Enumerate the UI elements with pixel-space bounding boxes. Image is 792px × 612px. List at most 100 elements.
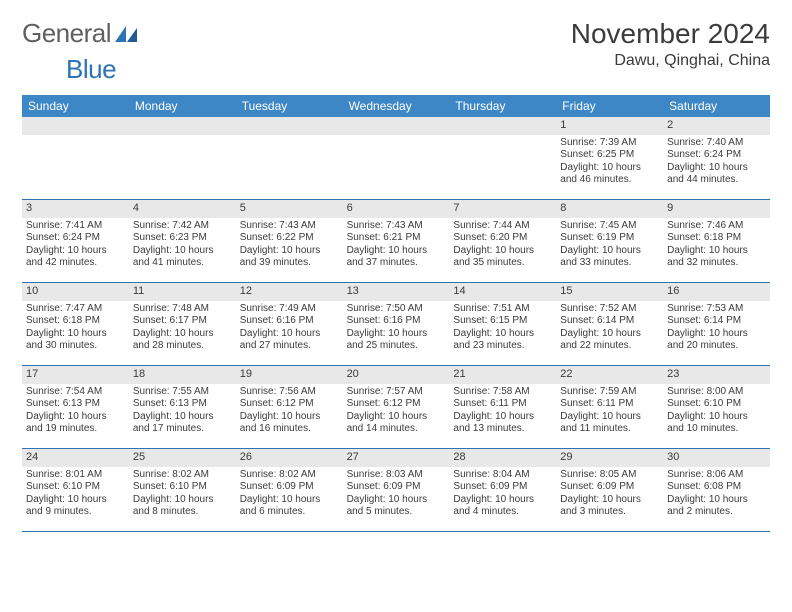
- day-number: 2: [663, 117, 770, 135]
- sunrise-text: Sunrise: 8:04 AM: [453, 469, 552, 482]
- sunrise-text: Sunrise: 7:42 AM: [133, 220, 232, 233]
- day-body: Sunrise: 7:43 AMSunset: 6:22 PMDaylight:…: [236, 218, 343, 274]
- day-number: 8: [556, 200, 663, 218]
- day-number: 21: [449, 366, 556, 384]
- day-body: Sunrise: 7:41 AMSunset: 6:24 PMDaylight:…: [22, 218, 129, 274]
- day-number: 4: [129, 200, 236, 218]
- daylight-text: Daylight: 10 hours and 46 minutes.: [560, 162, 659, 187]
- sunset-text: Sunset: 6:12 PM: [240, 398, 339, 411]
- day-body: Sunrise: 8:01 AMSunset: 6:10 PMDaylight:…: [22, 467, 129, 523]
- weekday-thu: Thursday: [449, 95, 556, 117]
- daylight-text: Daylight: 10 hours and 28 minutes.: [133, 328, 232, 353]
- day-number: 27: [343, 449, 450, 467]
- day-number: 3: [22, 200, 129, 218]
- sunrise-text: Sunrise: 7:43 AM: [240, 220, 339, 233]
- weekday-sat: Saturday: [663, 95, 770, 117]
- day-number: 1: [556, 117, 663, 135]
- daylight-text: Daylight: 10 hours and 42 minutes.: [26, 245, 125, 270]
- day-body: Sunrise: 8:03 AMSunset: 6:09 PMDaylight:…: [343, 467, 450, 523]
- day-number: 30: [663, 449, 770, 467]
- weekday-wed: Wednesday: [343, 95, 450, 117]
- sunset-text: Sunset: 6:14 PM: [667, 315, 766, 328]
- daylight-text: Daylight: 10 hours and 37 minutes.: [347, 245, 446, 270]
- day-body: Sunrise: 8:02 AMSunset: 6:09 PMDaylight:…: [236, 467, 343, 523]
- day-number: 25: [129, 449, 236, 467]
- day-number: 26: [236, 449, 343, 467]
- sunset-text: Sunset: 6:15 PM: [453, 315, 552, 328]
- day-cell: [343, 117, 450, 199]
- sunrise-text: Sunrise: 7:53 AM: [667, 303, 766, 316]
- day-body: Sunrise: 7:59 AMSunset: 6:11 PMDaylight:…: [556, 384, 663, 440]
- day-cell: 14Sunrise: 7:51 AMSunset: 6:15 PMDayligh…: [449, 283, 556, 365]
- day-cell: 24Sunrise: 8:01 AMSunset: 6:10 PMDayligh…: [22, 449, 129, 531]
- sunrise-text: Sunrise: 7:59 AM: [560, 386, 659, 399]
- sunrise-text: Sunrise: 8:05 AM: [560, 469, 659, 482]
- sunrise-text: Sunrise: 7:48 AM: [133, 303, 232, 316]
- sunset-text: Sunset: 6:18 PM: [667, 232, 766, 245]
- daylight-text: Daylight: 10 hours and 9 minutes.: [26, 494, 125, 519]
- week-row: 24Sunrise: 8:01 AMSunset: 6:10 PMDayligh…: [22, 449, 770, 532]
- sunrise-text: Sunrise: 7:49 AM: [240, 303, 339, 316]
- sunset-text: Sunset: 6:08 PM: [667, 481, 766, 494]
- sunrise-text: Sunrise: 7:46 AM: [667, 220, 766, 233]
- daylight-text: Daylight: 10 hours and 23 minutes.: [453, 328, 552, 353]
- daylight-text: Daylight: 10 hours and 44 minutes.: [667, 162, 766, 187]
- day-body: Sunrise: 8:00 AMSunset: 6:10 PMDaylight:…: [663, 384, 770, 440]
- day-cell: 18Sunrise: 7:55 AMSunset: 6:13 PMDayligh…: [129, 366, 236, 448]
- day-body: Sunrise: 8:05 AMSunset: 6:09 PMDaylight:…: [556, 467, 663, 523]
- week-row: 1Sunrise: 7:39 AMSunset: 6:25 PMDaylight…: [22, 117, 770, 200]
- weekday-sun: Sunday: [22, 95, 129, 117]
- daylight-text: Daylight: 10 hours and 8 minutes.: [133, 494, 232, 519]
- day-cell: 30Sunrise: 8:06 AMSunset: 6:08 PMDayligh…: [663, 449, 770, 531]
- day-number: 20: [343, 366, 450, 384]
- day-cell: 1Sunrise: 7:39 AMSunset: 6:25 PMDaylight…: [556, 117, 663, 199]
- day-cell: 7Sunrise: 7:44 AMSunset: 6:20 PMDaylight…: [449, 200, 556, 282]
- sunset-text: Sunset: 6:18 PM: [26, 315, 125, 328]
- day-number: [22, 117, 129, 135]
- day-cell: 2Sunrise: 7:40 AMSunset: 6:24 PMDaylight…: [663, 117, 770, 199]
- day-cell: 6Sunrise: 7:43 AMSunset: 6:21 PMDaylight…: [343, 200, 450, 282]
- sunrise-text: Sunrise: 7:51 AM: [453, 303, 552, 316]
- week-row: 3Sunrise: 7:41 AMSunset: 6:24 PMDaylight…: [22, 200, 770, 283]
- daylight-text: Daylight: 10 hours and 25 minutes.: [347, 328, 446, 353]
- sunrise-text: Sunrise: 7:54 AM: [26, 386, 125, 399]
- sunset-text: Sunset: 6:10 PM: [667, 398, 766, 411]
- daylight-text: Daylight: 10 hours and 33 minutes.: [560, 245, 659, 270]
- day-cell: 23Sunrise: 8:00 AMSunset: 6:10 PMDayligh…: [663, 366, 770, 448]
- day-cell: 15Sunrise: 7:52 AMSunset: 6:14 PMDayligh…: [556, 283, 663, 365]
- day-cell: 20Sunrise: 7:57 AMSunset: 6:12 PMDayligh…: [343, 366, 450, 448]
- sunset-text: Sunset: 6:16 PM: [240, 315, 339, 328]
- day-cell: 25Sunrise: 8:02 AMSunset: 6:10 PMDayligh…: [129, 449, 236, 531]
- daylight-text: Daylight: 10 hours and 35 minutes.: [453, 245, 552, 270]
- day-body: Sunrise: 7:55 AMSunset: 6:13 PMDaylight:…: [129, 384, 236, 440]
- day-number: 28: [449, 449, 556, 467]
- logo-text-a: General: [22, 18, 111, 49]
- day-cell: 21Sunrise: 7:58 AMSunset: 6:11 PMDayligh…: [449, 366, 556, 448]
- sunrise-text: Sunrise: 8:02 AM: [133, 469, 232, 482]
- day-body: Sunrise: 8:06 AMSunset: 6:08 PMDaylight:…: [663, 467, 770, 523]
- day-cell: 28Sunrise: 8:04 AMSunset: 6:09 PMDayligh…: [449, 449, 556, 531]
- day-number: 16: [663, 283, 770, 301]
- day-number: 6: [343, 200, 450, 218]
- sunset-text: Sunset: 6:16 PM: [347, 315, 446, 328]
- title-block: November 2024 Dawu, Qinghai, China: [571, 18, 770, 70]
- day-body: Sunrise: 7:56 AMSunset: 6:12 PMDaylight:…: [236, 384, 343, 440]
- day-body: Sunrise: 7:45 AMSunset: 6:19 PMDaylight:…: [556, 218, 663, 274]
- day-number: [343, 117, 450, 135]
- daylight-text: Daylight: 10 hours and 14 minutes.: [347, 411, 446, 436]
- daylight-text: Daylight: 10 hours and 20 minutes.: [667, 328, 766, 353]
- sunrise-text: Sunrise: 8:00 AM: [667, 386, 766, 399]
- sunset-text: Sunset: 6:24 PM: [667, 149, 766, 162]
- day-cell: 26Sunrise: 8:02 AMSunset: 6:09 PMDayligh…: [236, 449, 343, 531]
- day-cell: 29Sunrise: 8:05 AMSunset: 6:09 PMDayligh…: [556, 449, 663, 531]
- weekday-fri: Friday: [556, 95, 663, 117]
- sunset-text: Sunset: 6:19 PM: [560, 232, 659, 245]
- sunrise-text: Sunrise: 7:56 AM: [240, 386, 339, 399]
- weekday-mon: Monday: [129, 95, 236, 117]
- daylight-text: Daylight: 10 hours and 19 minutes.: [26, 411, 125, 436]
- day-number: 9: [663, 200, 770, 218]
- sunset-text: Sunset: 6:25 PM: [560, 149, 659, 162]
- day-cell: 13Sunrise: 7:50 AMSunset: 6:16 PMDayligh…: [343, 283, 450, 365]
- day-body: Sunrise: 7:43 AMSunset: 6:21 PMDaylight:…: [343, 218, 450, 274]
- day-number: 12: [236, 283, 343, 301]
